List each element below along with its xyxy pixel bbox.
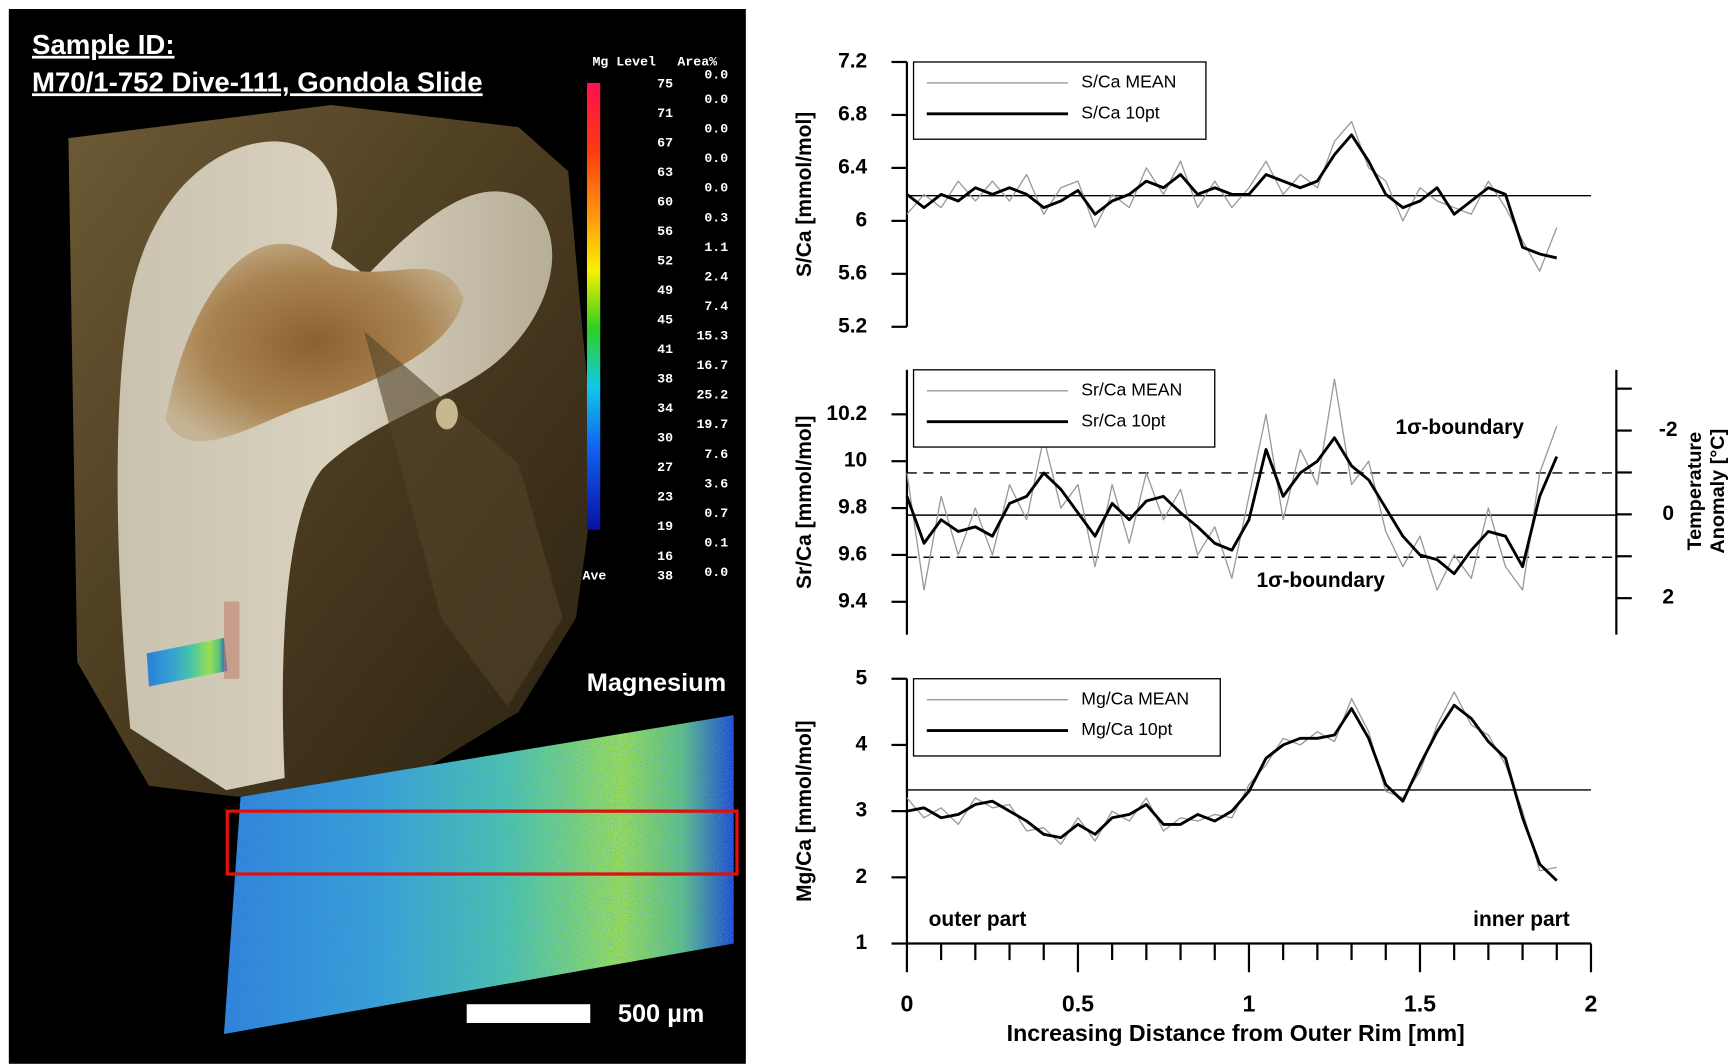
colorbar	[587, 83, 600, 530]
y-tick-label: 10.2	[826, 402, 867, 425]
scale-label: 500 µm	[618, 1000, 705, 1028]
mg-level: 60	[657, 195, 673, 210]
x-tick-label: 2	[1585, 990, 1598, 1016]
y-tick-label: 5.6	[838, 261, 867, 284]
area-percent: 3.6	[704, 476, 728, 491]
y-tick-label: 6.4	[838, 155, 867, 178]
y-tick-label: 1	[856, 931, 868, 954]
sample-name: M70/1-752 Dive-111, Gondola Slide	[32, 66, 483, 97]
figure: Sample ID: M70/1-752 Dive-111, Gondola S…	[0, 0, 1730, 1064]
area-percent: 16.7	[696, 358, 728, 373]
mg-level: 49	[657, 283, 673, 298]
mg-level: 16	[657, 549, 673, 564]
mg-level: 71	[657, 106, 673, 121]
scale-bar	[467, 1004, 591, 1023]
legend-label: S/Ca 10pt	[1081, 102, 1160, 122]
area-percent: 0.0	[704, 181, 728, 196]
annotation: inner part	[1473, 908, 1570, 931]
legend-label: S/Ca MEAN	[1081, 72, 1176, 92]
mg-level: 19	[657, 519, 673, 534]
area-percent: 7.6	[704, 447, 728, 462]
y-tick-label: 9.8	[838, 496, 867, 519]
y2-tick-label: 0	[1662, 502, 1674, 525]
y-axis-label: Mg/Ca [mmol/mol]	[793, 720, 816, 902]
legend-label: Mg/Ca MEAN	[1081, 688, 1189, 708]
y2-tick-label: 2	[1662, 586, 1674, 609]
area-percent: 0.0	[704, 122, 728, 137]
average-value: 38	[657, 569, 673, 584]
average-label: Ave	[583, 569, 607, 584]
annotation: 1σ-boundary	[1256, 569, 1385, 592]
mg-level: 52	[657, 254, 673, 269]
area-percent: 0.0	[704, 68, 728, 83]
mg-level: 27	[657, 460, 673, 475]
legend-label: Sr/Ca 10pt	[1081, 410, 1165, 430]
area-percent: 2.4	[704, 269, 728, 284]
y-tick-label: 7.2	[838, 50, 867, 73]
y2-tick-label: -2	[1659, 418, 1678, 441]
area-percent: 15.3	[696, 329, 728, 344]
y-tick-label: 2	[856, 865, 868, 888]
sample-track	[224, 602, 239, 679]
area-percent: 25.2	[696, 388, 728, 403]
y2-axis-label: Anomaly [°C]	[1707, 429, 1729, 554]
mg-level: 75	[657, 77, 673, 92]
y-tick-label: 9.4	[838, 589, 867, 612]
y-tick-label: 5	[856, 666, 868, 689]
level-header: Mg Level	[592, 54, 656, 69]
y-tick-label: 5.2	[838, 314, 867, 337]
y-axis-label: S/Ca [mmol/mol]	[793, 112, 816, 277]
annotation: 1σ-boundary	[1395, 416, 1524, 439]
area-percent: 0.7	[704, 506, 728, 521]
mg-level: 67	[657, 136, 673, 151]
mg-level: 34	[657, 401, 673, 416]
annotation: outer part	[929, 908, 1027, 931]
area-percent: 0.3	[704, 210, 728, 225]
sample-id: Sample ID:	[32, 29, 175, 60]
inclusion	[436, 398, 458, 429]
area-percent: 0.0	[704, 92, 728, 107]
y-tick-label: 6.8	[838, 102, 867, 125]
sample-photo	[68, 105, 595, 797]
area-percent: 1.1	[704, 240, 728, 255]
x-tick-label: 0.5	[1062, 990, 1094, 1016]
mg-level: 38	[657, 372, 673, 387]
x-tick-label: 1.5	[1404, 990, 1436, 1016]
x-axis-label: Increasing Distance from Outer Rim [mm]	[1007, 1020, 1465, 1046]
legend-label: Mg/Ca 10pt	[1081, 719, 1172, 739]
map-title: Magnesium	[587, 669, 727, 697]
y-tick-label: 9.6	[838, 542, 867, 565]
y2-axis-label: Temperature	[1684, 432, 1706, 551]
mg-level: 56	[657, 224, 673, 239]
y-tick-label: 4	[856, 732, 868, 755]
area-percent: 0.0	[704, 565, 728, 580]
mg-level: 30	[657, 431, 673, 446]
y-axis-label: Sr/Ca [mmol/mol]	[793, 415, 816, 588]
area-percent: 0.1	[704, 536, 728, 551]
legend-label: Sr/Ca MEAN	[1081, 379, 1182, 399]
x-tick-label: 1	[1243, 990, 1256, 1016]
y-tick-label: 10	[844, 449, 867, 472]
mg-level: 63	[657, 165, 673, 180]
mg-level: 41	[657, 342, 673, 357]
mg-level: 23	[657, 490, 673, 505]
area-percent: 0.0	[704, 151, 728, 166]
area-percent: 7.4	[704, 299, 728, 314]
x-tick-label: 0	[900, 990, 913, 1016]
y-tick-label: 3	[856, 799, 868, 822]
y-tick-label: 6	[856, 208, 868, 231]
mg-level: 45	[657, 313, 673, 328]
area-percent: 19.7	[696, 417, 728, 432]
